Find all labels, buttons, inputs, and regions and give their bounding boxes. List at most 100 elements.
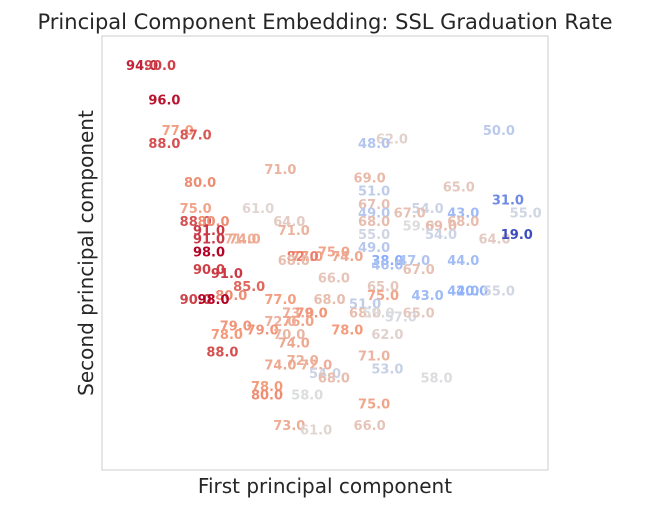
point-label: 80.0	[197, 215, 229, 230]
point-label: 68.0	[358, 215, 390, 230]
point-label: 55.0	[483, 285, 515, 300]
point-label: 90.0	[180, 293, 212, 308]
point-label: 67.0	[403, 263, 435, 278]
point-label: 80.0	[184, 176, 216, 191]
point-label: 59.0	[403, 220, 435, 235]
point-label: 72.0	[264, 315, 296, 330]
point-label: 74.0	[331, 250, 363, 265]
point-label: 50.0	[483, 124, 515, 139]
point-label: 71.0	[264, 163, 296, 178]
point-label: 77.0	[162, 124, 194, 139]
point-label: 79.0	[296, 306, 328, 321]
y-axis-label: Second principal component	[74, 110, 98, 396]
point-label: 67.0	[394, 206, 426, 221]
point-label: 71.0	[358, 350, 390, 365]
point-label: 80.0	[215, 289, 247, 304]
point-label: 65.0	[403, 306, 435, 321]
point-label: 91.0	[193, 224, 225, 239]
points-layer: 94.090.096.077.087.088.080.071.062.048.0…	[126, 59, 542, 438]
point-label: 78.0	[211, 328, 243, 343]
point-label: 74.0	[278, 337, 310, 352]
point-label: 90.0	[144, 59, 176, 74]
point-label: 59.0	[362, 306, 394, 321]
point-label: 68.0	[278, 254, 310, 269]
point-label: 74.0	[264, 358, 296, 373]
point-label: 43.0	[447, 206, 479, 221]
point-label: 51.0	[358, 185, 390, 200]
point-label: 19.0	[501, 228, 533, 243]
point-label: 71.0	[278, 224, 310, 239]
point-label: 48.0	[358, 137, 390, 152]
point-label: 82.0	[287, 250, 319, 265]
point-label: 55.0	[358, 228, 390, 243]
point-label: 51.0	[349, 298, 381, 313]
point-label: 87.0	[180, 128, 212, 143]
point-label: 54.0	[412, 202, 444, 217]
point-label: 61.0	[242, 202, 274, 217]
point-label: 73.0	[273, 419, 305, 434]
point-label: 57.0	[385, 311, 417, 326]
point-label: 78.0	[331, 324, 363, 339]
point-label: 46.0	[371, 259, 403, 274]
point-label: 80.0	[251, 389, 283, 404]
point-label: 40.0	[456, 285, 488, 300]
point-label: 75.0	[367, 289, 399, 304]
point-label: 79.0	[247, 324, 279, 339]
point-label: 77.0	[264, 293, 296, 308]
point-label: 61.0	[300, 423, 332, 438]
point-label: 68.0	[318, 371, 350, 386]
plot-area	[101, 35, 549, 471]
point-label: 98.0	[193, 246, 225, 261]
point-label: 68.0	[313, 293, 345, 308]
point-label: 68.0	[447, 215, 479, 230]
point-label: 58.0	[291, 389, 323, 404]
point-label: 75.0	[358, 397, 390, 412]
point-label: 47.0	[398, 254, 430, 269]
point-label: 64.0	[478, 233, 510, 248]
point-label: 85.0	[233, 280, 265, 295]
x-axis-label: First principal component	[198, 474, 452, 498]
point-label: 90.0	[193, 263, 225, 278]
point-label: 67.0	[358, 198, 390, 213]
point-label: 94.0	[126, 59, 158, 74]
point-label: 49.0	[358, 241, 390, 256]
point-label: 66.0	[354, 419, 386, 434]
point-label: 91.0	[211, 267, 243, 282]
point-label: 42.0	[447, 285, 479, 300]
point-label: 44.0	[447, 254, 479, 269]
point-label: 62.0	[376, 133, 408, 148]
point-label: 49.0	[358, 206, 390, 221]
point-label: 58.0	[420, 371, 452, 386]
point-label: 62.0	[371, 328, 403, 343]
point-label: 77.0	[291, 250, 323, 265]
point-label: 65.0	[367, 280, 399, 295]
point-label: 54.0	[309, 367, 341, 382]
point-label: 96.0	[148, 94, 180, 109]
point-label: 54.0	[425, 228, 457, 243]
point-label: 72.0	[287, 354, 319, 369]
point-label: 88.0	[206, 345, 238, 360]
point-label: 78.0	[251, 380, 283, 395]
point-label: 71.0	[224, 233, 256, 248]
point-label: 38.0	[371, 254, 403, 269]
point-label: 66.0	[318, 272, 350, 287]
point-label: 73.0	[282, 306, 314, 321]
point-label: 31.0	[492, 193, 524, 208]
point-label: 76.0	[282, 315, 314, 330]
point-label: 75.0	[180, 202, 212, 217]
point-label: 53.0	[371, 363, 403, 378]
point-label: 64.0	[273, 215, 305, 230]
point-label: 70.0	[273, 328, 305, 343]
point-label: 55.0	[510, 206, 542, 221]
chart-title: Principal Component Embedding: SSL Gradu…	[38, 10, 613, 34]
point-label: 79.0	[220, 319, 252, 334]
point-label: 72.0	[300, 358, 332, 373]
point-label: 65.0	[443, 180, 475, 195]
point-label: 98.0	[197, 293, 229, 308]
point-label: 69.0	[425, 220, 457, 235]
point-label: 75.0	[318, 246, 350, 261]
point-label: 43.0	[412, 289, 444, 304]
point-label: 69.0	[354, 172, 386, 187]
point-label: 68.0	[349, 306, 381, 321]
